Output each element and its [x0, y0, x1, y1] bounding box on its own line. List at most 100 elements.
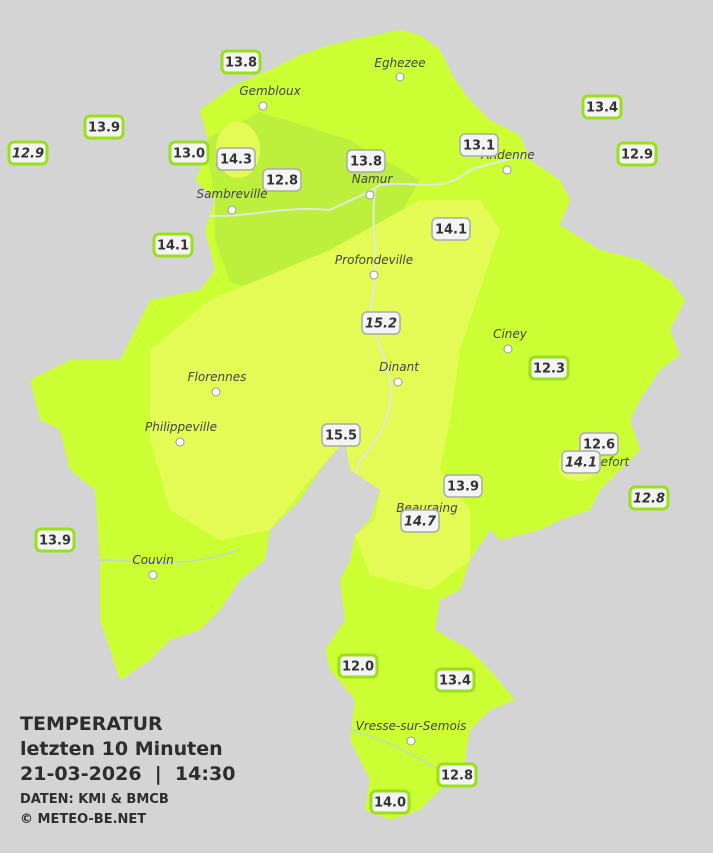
station-box [436, 762, 478, 788]
station-value: 13.1 [463, 139, 495, 154]
station-value: 13.0 [173, 147, 205, 162]
station: 14.1 [431, 217, 471, 241]
station-box [361, 311, 401, 335]
station: 13.1 [459, 133, 499, 157]
station-value: 13.4 [439, 674, 471, 689]
station-value: 13.8 [350, 155, 382, 170]
city-marker [502, 165, 512, 175]
station-value: 12.9 [621, 148, 653, 163]
station-box [83, 114, 125, 140]
city-name: Dinant [379, 360, 420, 374]
city-marker [369, 270, 379, 280]
station: 14.1 [561, 450, 601, 474]
station-value: 13.9 [88, 121, 120, 136]
station-value: 14.1 [157, 239, 189, 254]
station-box [459, 133, 499, 157]
station-box [434, 667, 476, 693]
station: 12.9 [616, 141, 658, 167]
station: 12.8 [436, 762, 478, 788]
station-box [628, 485, 670, 511]
station-value: 14.1 [565, 456, 597, 471]
city-marker [211, 387, 221, 397]
station: 12.8 [628, 485, 670, 511]
legend-copyright: © METEO-BE.NET [20, 812, 146, 827]
station-value: 13.9 [39, 534, 71, 549]
city-marker [258, 101, 268, 111]
city-marker [393, 377, 403, 387]
city-name: Ciney [493, 327, 528, 341]
city-marker [503, 344, 513, 354]
station: 12.3 [528, 355, 570, 381]
station-value: 12.6 [583, 438, 615, 453]
station-value: 12.8 [266, 174, 298, 189]
station-value: 14.3 [220, 153, 252, 168]
station-value: 12.8 [633, 492, 665, 507]
station: 12.9 [7, 140, 49, 166]
station-box [168, 140, 210, 166]
station: 13.4 [581, 94, 623, 120]
city-name: Namur [352, 172, 394, 186]
station-box [528, 355, 570, 381]
station-box [581, 94, 623, 120]
station: 14.7 [400, 509, 440, 533]
city-name: Vresse-sur-Semois [356, 719, 467, 733]
station-box [216, 147, 256, 171]
legend-title: TEMPERATUR [20, 713, 163, 735]
station: 14.1 [152, 232, 194, 258]
station-value: 15.5 [325, 429, 357, 444]
station: 12.8 [262, 168, 302, 192]
city-name: Philippeville [145, 420, 217, 434]
station-value: 12.0 [342, 660, 374, 675]
station-value: 14.1 [435, 223, 467, 238]
city-name: Profondeville [335, 253, 413, 267]
station: 13.8 [220, 49, 262, 75]
station-box [616, 141, 658, 167]
station-box [7, 140, 49, 166]
station-value: 13.8 [225, 56, 257, 71]
station-box [443, 474, 483, 498]
river [349, 729, 441, 771]
station-box [346, 149, 386, 173]
station-box [321, 423, 361, 447]
legend-subtitle: letzten 10 Minuten [20, 738, 223, 760]
legend-source: DATEN: KMI & BMCB [20, 792, 169, 807]
station: 14.0 [369, 789, 411, 815]
station: 12.0 [337, 653, 379, 679]
station: 12.6 [579, 432, 619, 456]
station: 13.4 [434, 667, 476, 693]
city-name: Eghezee [374, 56, 425, 70]
station-box [400, 509, 440, 533]
station: 13.0 [168, 140, 210, 166]
city-marker [365, 190, 375, 200]
city-marker [175, 437, 185, 447]
station-value: 12.3 [533, 362, 565, 377]
station-value: 13.4 [586, 101, 618, 116]
city-marker [395, 72, 405, 82]
river [199, 154, 571, 218]
city-name: Sambreville [196, 187, 267, 201]
station-value: 13.9 [447, 480, 479, 495]
station-box [337, 653, 379, 679]
legend-datetime: 21-03-2026 | 14:30 [20, 763, 235, 785]
station: 15.5 [321, 423, 361, 447]
station-value: 14.0 [374, 796, 406, 811]
temp-zone-warm [150, 200, 500, 590]
city-name: Florennes [188, 370, 247, 384]
station: 13.8 [346, 149, 386, 173]
station-box [152, 232, 194, 258]
city-marker [227, 205, 237, 215]
station-box [369, 789, 411, 815]
city-marker [406, 736, 416, 746]
station-box [262, 168, 302, 192]
station-box [34, 527, 76, 553]
station-value: 15.2 [365, 317, 397, 332]
river [99, 549, 241, 564]
station-value: 12.9 [12, 147, 44, 162]
station: 15.2 [361, 311, 401, 335]
station: 13.9 [443, 474, 483, 498]
station-box [431, 217, 471, 241]
city-name: Gembloux [239, 84, 301, 98]
station-box [561, 450, 601, 474]
station-value: 12.8 [441, 769, 473, 784]
